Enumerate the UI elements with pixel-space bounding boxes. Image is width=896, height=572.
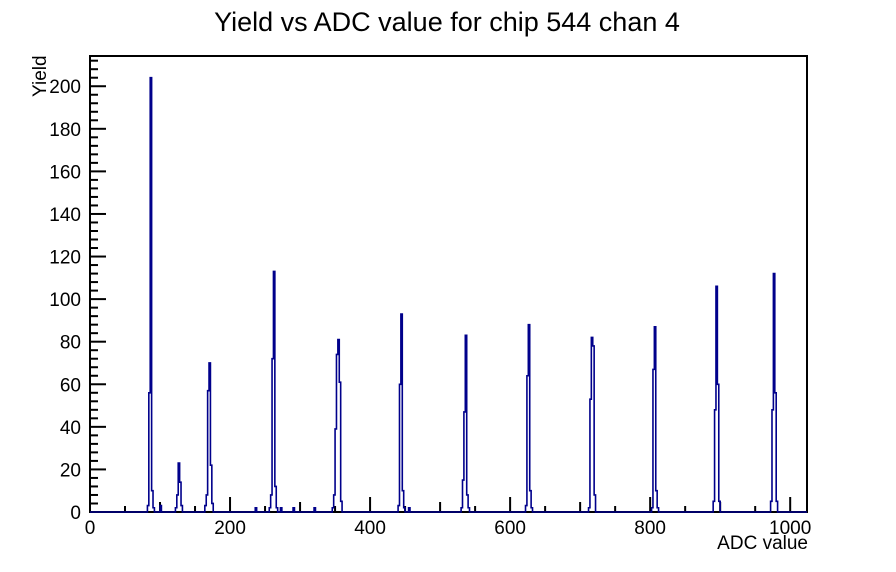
x-axis-ticks [89,497,792,511]
y-tick-label: 60 [60,375,81,396]
y-tick-label: 40 [60,418,81,439]
x-tick-label: 1000 [769,518,811,539]
x-tick-label: 200 [214,518,246,539]
y-tick-label: 160 [49,162,81,183]
x-tick-label: 800 [634,518,666,539]
y-tick-label: 20 [60,460,81,481]
x-axis-title: ADC value [717,533,808,554]
y-tick-label: 80 [60,333,81,354]
plot-frame [89,55,808,513]
y-tick-label: 140 [49,205,81,226]
x-tick-label: 0 [85,518,96,539]
y-tick-label: 0 [70,503,81,524]
y-tick-label: 120 [49,248,81,269]
y-axis-tick-labels: 0 20 40 60 80 100 120 140 160 180 200 [49,77,81,524]
x-tick-label: 400 [354,518,386,539]
x-axis-tick-labels: 0 200 400 600 800 1000 [85,518,812,539]
histogram-line [90,76,807,513]
y-axis-title: Yield [30,55,51,97]
x-tick-label: 600 [494,518,526,539]
y-tick-label: 100 [49,290,81,311]
y-tick-label: 180 [49,120,81,141]
y-axis-ticks [91,59,106,513]
y-tick-label: 200 [49,77,81,98]
chart-title: Yield vs ADC value for chip 544 chan 4 [214,7,680,37]
